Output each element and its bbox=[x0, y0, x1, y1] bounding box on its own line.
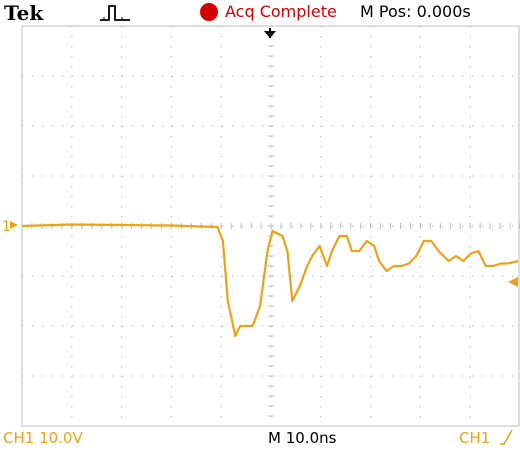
acq-status-text: Acq Complete bbox=[225, 2, 337, 21]
ch1-ground-arrow-icon bbox=[10, 221, 18, 229]
readout-bar: CH1 10.0V M 10.0ns CH1 bbox=[0, 427, 520, 450]
ch1-scale-readout: CH1 10.0V bbox=[3, 429, 83, 447]
acq-status-indicator bbox=[200, 3, 218, 21]
rising-edge-icon bbox=[500, 429, 513, 445]
horizontal-position-readout: M Pos: 0.000s bbox=[360, 2, 471, 21]
status-bar: Tek Acq Complete M Pos: 0.000s bbox=[0, 0, 520, 26]
timebase-readout: M 10.0ns bbox=[268, 429, 337, 447]
ch1-ground-label: 1 bbox=[2, 219, 11, 235]
trigger-readout: CH1 bbox=[459, 429, 513, 447]
single-pulse-icon bbox=[100, 3, 130, 27]
graticule bbox=[21, 25, 520, 427]
ch1-ground-marker: 1 bbox=[2, 219, 18, 235]
trigger-source-label: CH1 bbox=[459, 429, 491, 447]
brand-logo: Tek bbox=[4, 1, 44, 25]
trigger-level-arrow-icon bbox=[508, 277, 518, 287]
ch1-waveform-trace bbox=[21, 223, 519, 338]
trigger-position-arrow-icon bbox=[264, 28, 276, 38]
